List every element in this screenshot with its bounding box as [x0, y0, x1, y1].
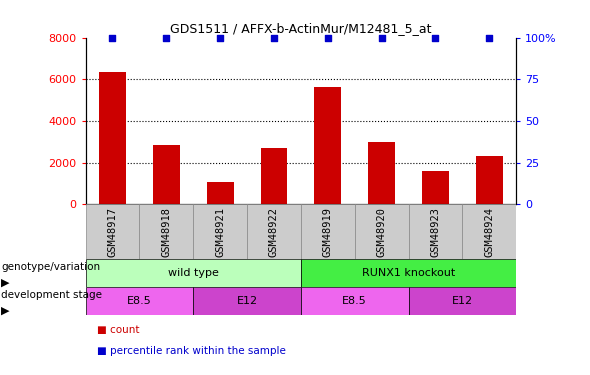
Text: wild type: wild type	[168, 268, 219, 278]
Text: GSM48922: GSM48922	[269, 207, 279, 257]
Bar	[193, 204, 247, 259]
Text: ■ percentile rank within the sample: ■ percentile rank within the sample	[97, 346, 286, 355]
Text: E8.5: E8.5	[127, 296, 152, 306]
Text: E12: E12	[452, 296, 473, 306]
Point	[323, 34, 333, 40]
Bar	[99, 72, 126, 204]
Text: RUNX1 knockout: RUNX1 knockout	[362, 268, 455, 278]
Bar	[301, 287, 408, 315]
Bar	[355, 204, 408, 259]
Text: E12: E12	[237, 296, 258, 306]
Bar	[86, 287, 193, 315]
Bar	[153, 145, 180, 204]
Bar	[314, 87, 341, 204]
Bar	[422, 171, 449, 204]
Text: GSM48918: GSM48918	[161, 207, 171, 257]
Bar	[193, 287, 301, 315]
Bar	[463, 204, 516, 259]
Point	[215, 34, 225, 40]
Bar	[86, 259, 301, 287]
Point	[431, 34, 440, 40]
Text: GSM48921: GSM48921	[215, 207, 225, 257]
Point	[484, 34, 494, 40]
Bar	[261, 148, 287, 204]
Bar	[139, 204, 193, 259]
Bar	[301, 204, 355, 259]
Bar	[247, 204, 301, 259]
Point	[377, 34, 386, 40]
Bar	[86, 204, 139, 259]
Bar	[476, 156, 503, 204]
Text: ▶: ▶	[1, 305, 9, 315]
Text: ■ count: ■ count	[97, 325, 140, 335]
Point	[162, 34, 171, 40]
Text: GSM48920: GSM48920	[376, 207, 386, 257]
Bar	[408, 287, 516, 315]
Text: development stage: development stage	[1, 290, 102, 300]
Text: GSM48924: GSM48924	[484, 207, 494, 257]
Bar	[301, 259, 516, 287]
Bar	[408, 204, 463, 259]
Text: GSM48919: GSM48919	[323, 207, 333, 257]
Bar	[206, 183, 234, 204]
Point	[108, 34, 117, 40]
Text: GSM48917: GSM48917	[107, 207, 117, 257]
Title: GDS1511 / AFFX-b-ActinMur/M12481_5_at: GDS1511 / AFFX-b-ActinMur/M12481_5_at	[170, 22, 432, 35]
Text: genotype/variation: genotype/variation	[1, 262, 100, 272]
Text: GSM48923: GSM48923	[431, 207, 441, 257]
Text: E8.5: E8.5	[342, 296, 367, 306]
Text: ▶: ▶	[1, 277, 9, 287]
Bar	[368, 142, 395, 204]
Point	[269, 34, 278, 40]
